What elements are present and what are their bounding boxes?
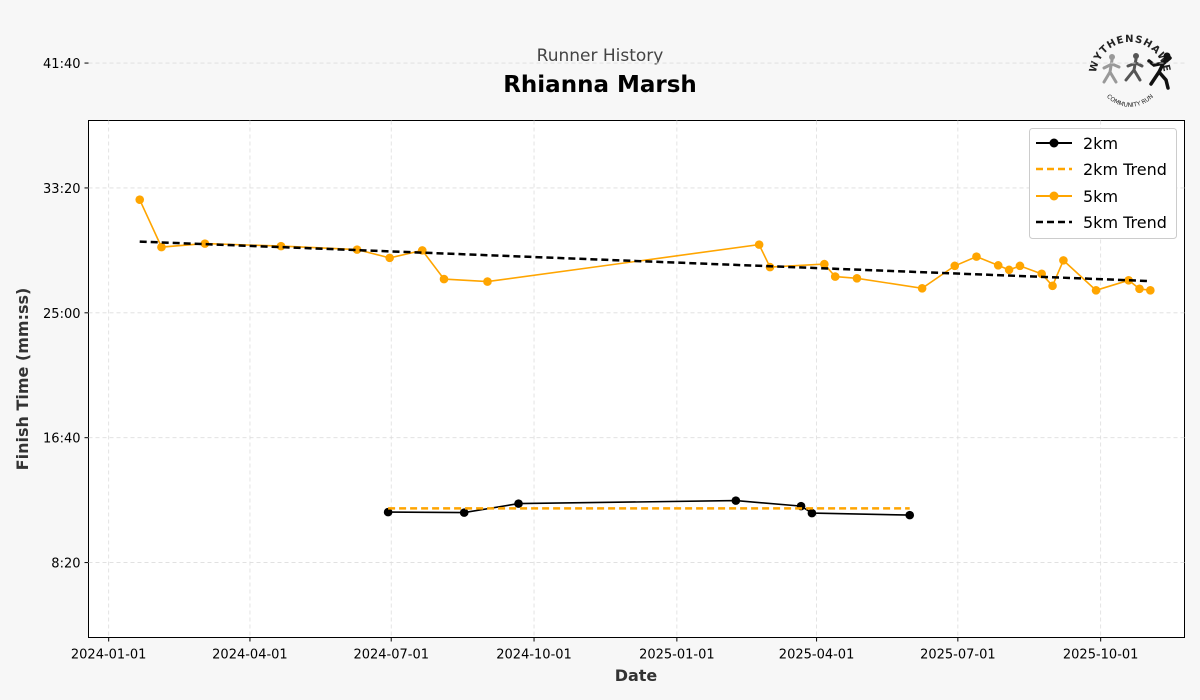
data-point — [731, 496, 741, 505]
data-point — [905, 510, 915, 520]
data-point — [459, 508, 469, 517]
data-point — [352, 245, 362, 254]
data-point — [1146, 286, 1155, 295]
data-point — [1091, 286, 1101, 295]
x-tick-label: 2024-01-01 — [71, 648, 147, 663]
data-point — [993, 261, 1003, 270]
x-tick-label: 2024-04-01 — [212, 648, 288, 663]
series-layer — [135, 195, 1155, 520]
chart-title: Rhianna Marsh — [503, 72, 697, 98]
y-tick-label: 25:00 — [43, 307, 80, 322]
data-point — [1135, 284, 1144, 294]
logo-bottom-text: COMMUNITY RUN — [1105, 93, 1155, 109]
plot-area — [88, 120, 1185, 638]
legend-item-5km: 5km — [1036, 187, 1118, 206]
x-tick-label: 2025-01-01 — [639, 648, 715, 663]
data-point — [1059, 256, 1068, 265]
data-point — [483, 277, 492, 286]
data-point — [514, 499, 523, 508]
y-tick-label: 8:20 — [51, 557, 80, 572]
series-2km — [383, 496, 915, 520]
data-point — [385, 253, 394, 263]
legend-label-5km-trend: 5km Trend — [1083, 213, 1167, 232]
data-point — [439, 274, 449, 284]
data-point — [1004, 265, 1014, 275]
x-axis-label: Date — [615, 666, 658, 685]
data-point — [807, 508, 817, 518]
data-point — [1124, 276, 1133, 285]
data-point — [972, 252, 981, 261]
data-point — [200, 239, 210, 248]
y-tick-label: 41:40 — [43, 57, 80, 72]
legend-box — [1029, 128, 1177, 239]
y-axis-ticks: 8:20 16:40 25:00 33:20 41:40 — [43, 57, 89, 572]
svg-text:COMMUNITY RUN: COMMUNITY RUN — [1105, 93, 1155, 109]
y-tick-label: 16:40 — [43, 432, 80, 447]
data-point — [1015, 261, 1025, 271]
data-point — [830, 272, 840, 281]
legend-item-2km-trend: 2km Trend — [1036, 160, 1167, 179]
legend-label-5km: 5km — [1083, 187, 1118, 206]
legend-label-2km: 2km — [1083, 134, 1118, 153]
data-point — [1048, 281, 1057, 291]
x-tick-label: 2025-10-01 — [1063, 648, 1139, 663]
wythenshawe-logo: WYTHENSHAWE COMMUNITY RUN — [1088, 34, 1172, 109]
legend-item-5km-trend: 5km Trend — [1036, 213, 1167, 232]
data-point — [950, 261, 960, 271]
chart-subtitle: Runner History — [536, 46, 664, 66]
series-line-5km-trend — [139, 240, 1151, 283]
x-tick-label: 2025-04-01 — [779, 648, 855, 663]
grid-lines — [88, 62, 1185, 638]
runner-figures-icon — [1102, 52, 1172, 90]
x-axis-ticks: 2024-01-01 2024-04-01 2024-07-01 2024-10-01… — [71, 637, 1139, 663]
legend-label-2km-trend: 2km Trend — [1083, 160, 1167, 179]
data-point — [917, 284, 927, 293]
x-tick-label: 2024-07-01 — [353, 648, 429, 663]
data-point — [820, 259, 829, 269]
data-point — [754, 240, 764, 249]
data-point — [383, 507, 393, 517]
y-axis-label: Finish Time (mm:ss) — [13, 288, 32, 471]
x-tick-label: 2025-07-01 — [920, 648, 996, 663]
series-5km — [135, 195, 1155, 295]
data-point — [135, 195, 145, 204]
y-tick-label: 33:20 — [43, 182, 80, 197]
series-5km-trend — [139, 240, 1151, 283]
data-point — [852, 274, 862, 283]
legend-item-2km: 2km — [1036, 134, 1118, 153]
x-tick-label: 2024-10-01 — [496, 648, 572, 663]
legend: 2km 2km Trend 5km 5km Trend — [1029, 128, 1177, 239]
data-point — [157, 242, 166, 252]
